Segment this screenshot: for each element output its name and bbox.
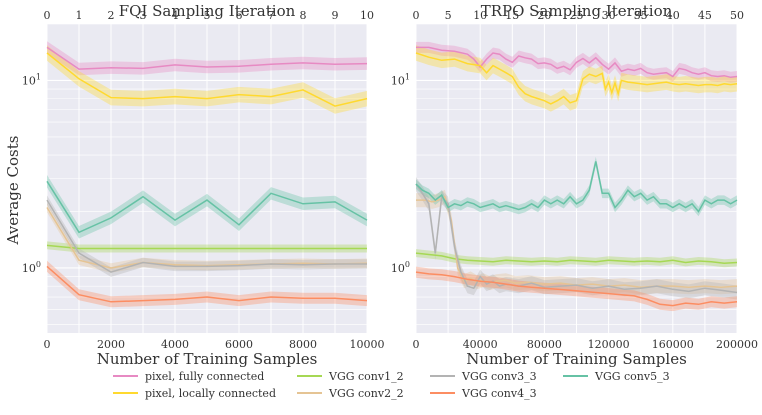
series-line-vgg-conv1-2 xyxy=(46,244,367,250)
band-vgg-conv2-2 xyxy=(416,189,737,295)
legend-label-vgg-conv4-3: VGG conv4_3 xyxy=(461,387,537,400)
y-tick-label: 100 xyxy=(391,260,410,275)
x-axis-label: Number of Training Samples xyxy=(97,350,318,368)
top-tick-label: 0 xyxy=(413,9,420,22)
top-tick-label: 1 xyxy=(76,9,83,22)
top-tick-label: 7 xyxy=(268,9,275,22)
band-vgg-conv3-3 xyxy=(416,177,737,300)
top-tick-label: 15 xyxy=(505,9,519,22)
top-tick-label: 50 xyxy=(730,9,744,22)
fqi-chart: 0 2000 4000 6000 8000 10000 0 1 2 3 4 5 6 7 8 9 10 100 101… xyxy=(22,2,385,368)
series-line-vgg-conv5-3 xyxy=(46,180,368,234)
legend-label-vgg-conv5-3: VGG conv5_3 xyxy=(594,370,670,383)
top-tick-label: 8 xyxy=(300,9,307,22)
legend-label-vgg-conv3-3: VGG conv3_3 xyxy=(461,370,537,383)
series-line-vgg-conv4-3 xyxy=(415,271,738,307)
x-tick-label: 6000 xyxy=(225,338,253,351)
trpo-chart: 0 40000 80000 120000 160000 200000 0 5 10 15 20 25 3… xyxy=(391,2,758,368)
top-tick-label: 0 xyxy=(44,9,51,22)
top-tick-label: 10 xyxy=(473,9,487,22)
legend-label-vgg-conv2-2: VGG conv2_2 xyxy=(328,387,404,400)
top-tick-label: 5 xyxy=(445,9,452,22)
y-tick-label: 101 xyxy=(391,72,410,87)
series-line-vgg-conv5-3 xyxy=(415,161,738,213)
top-tick-label: 4 xyxy=(172,9,179,22)
band-vgg-conv4-3 xyxy=(416,266,737,312)
x-axis-label: Number of Training Samples xyxy=(466,350,687,368)
top-axis-title: FQI Sampling Iteration xyxy=(119,2,296,20)
band-pixel-locally-connected xyxy=(416,45,737,112)
series-line-pixel-fully-connected xyxy=(46,46,368,70)
series-line-pixel-locally-connected xyxy=(46,52,368,107)
series-line-pixel-locally-connected xyxy=(415,52,738,105)
legend-label-pixel-fully-connected: pixel, fully connected xyxy=(145,370,264,383)
band-vgg-conv4-3 xyxy=(47,260,367,308)
band-vgg-conv1-2 xyxy=(47,241,367,253)
y-tick-label: 101 xyxy=(22,72,41,87)
legend-label-pixel-locally-connected: pixel, locally connected xyxy=(145,387,276,400)
top-tick-label: 40 xyxy=(666,9,680,22)
x-tick-label: 10000 xyxy=(350,338,385,351)
x-tick-label: 40000 xyxy=(463,338,498,351)
top-tick-label: 2 xyxy=(108,9,115,22)
x-tick-label: 80000 xyxy=(527,338,562,351)
top-tick-label: 25 xyxy=(570,9,584,22)
series-line-vgg-conv4-3 xyxy=(46,265,368,303)
band-pixel-locally-connected xyxy=(47,45,367,114)
y-tick-label: 100 xyxy=(22,260,41,275)
band-vgg-conv2-2 xyxy=(47,202,367,273)
series-line-vgg-conv3-3 xyxy=(46,199,367,273)
band-vgg-conv5-3 xyxy=(416,156,737,217)
series-line-vgg-conv1-2 xyxy=(415,252,738,264)
series-line-pixel-fully-connected xyxy=(416,46,738,79)
top-tick-label: 6 xyxy=(236,9,243,22)
x-tick-label: 0 xyxy=(44,338,51,351)
y-axis-label: Average Costs xyxy=(4,136,22,246)
top-tick-label: 5 xyxy=(204,9,211,22)
top-tick-label: 30 xyxy=(602,9,616,22)
top-tick-label: 20 xyxy=(537,9,551,22)
top-tick-label: 35 xyxy=(634,9,648,22)
top-tick-label: 10 xyxy=(360,9,374,22)
top-axis-title: TRPO Sampling Iteration xyxy=(481,2,673,20)
x-tick-label: 160000 xyxy=(652,338,694,351)
x-tick-label: 0 xyxy=(413,338,420,351)
x-tick-label: 120000 xyxy=(588,338,630,351)
top-tick-label: 3 xyxy=(140,9,147,22)
band-pixel-fully-connected xyxy=(47,41,367,76)
legend-label-vgg-conv1-2: VGG conv1_2 xyxy=(328,370,404,383)
top-tick-label: 45 xyxy=(698,9,712,22)
legend: pixel, fully connected pixel, locally con… xyxy=(113,370,670,400)
x-tick-label: 4000 xyxy=(161,338,189,351)
x-tick-label: 8000 xyxy=(289,338,317,351)
x-tick-label: 200000 xyxy=(716,338,758,351)
band-vgg-conv1-2 xyxy=(416,249,737,268)
top-tick-label: 9 xyxy=(332,9,339,22)
x-tick-label: 2000 xyxy=(97,338,125,351)
